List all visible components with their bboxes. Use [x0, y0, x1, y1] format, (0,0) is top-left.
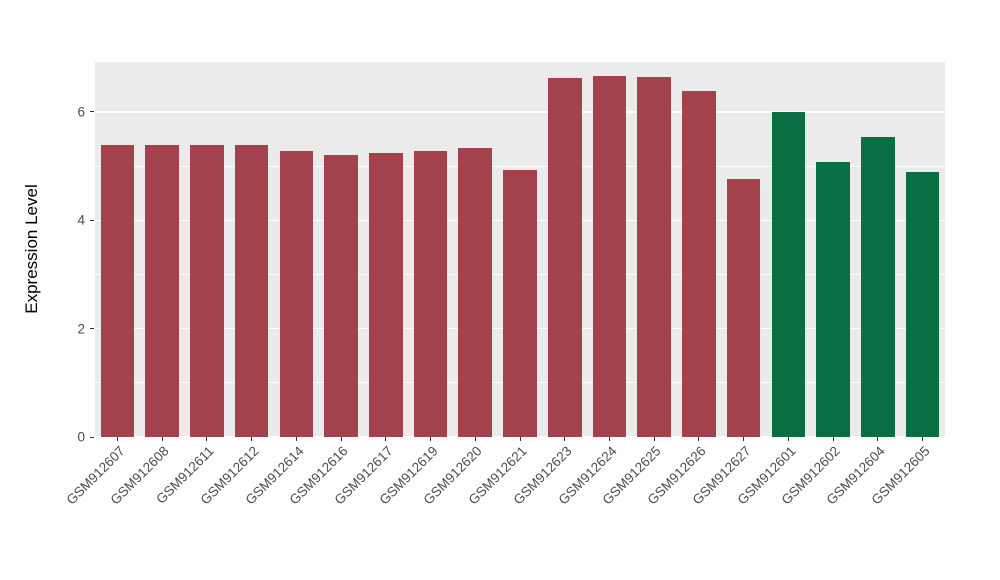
bar — [100, 144, 135, 437]
plot-panel — [95, 62, 945, 438]
y-tick-mark — [90, 436, 94, 438]
bar — [324, 154, 358, 437]
bar — [145, 144, 179, 437]
bar — [861, 136, 895, 437]
y-tick-label: 4 — [77, 212, 85, 228]
bar — [369, 153, 403, 437]
y-axis-title: Expression Level — [22, 184, 41, 314]
x-tick-mark — [608, 437, 610, 441]
bar — [726, 179, 761, 437]
x-tick-mark — [653, 437, 655, 441]
y-tick-mark — [90, 111, 94, 113]
bar — [547, 77, 582, 437]
y-tick-label: 6 — [77, 104, 85, 120]
bar — [682, 91, 716, 437]
bar — [458, 148, 493, 437]
gridline-major — [95, 111, 945, 113]
x-tick-mark — [295, 437, 297, 441]
y-tick-label: 2 — [77, 320, 85, 336]
bar — [503, 169, 537, 437]
x-tick-mark — [116, 437, 118, 441]
x-tick-mark — [832, 437, 834, 441]
y-tick-label: 0 — [77, 429, 85, 445]
bar — [190, 145, 224, 437]
x-tick-mark — [564, 437, 566, 441]
x-tick-mark — [430, 437, 432, 441]
gridline-minor — [95, 165, 945, 167]
bar — [279, 150, 314, 437]
x-tick-mark — [787, 437, 789, 441]
x-tick-mark — [340, 437, 342, 441]
x-tick-mark — [474, 437, 476, 441]
bar — [234, 145, 269, 437]
x-tick-mark — [206, 437, 208, 441]
bar — [816, 162, 850, 437]
y-tick-mark — [90, 219, 94, 221]
x-tick-mark — [698, 437, 700, 441]
y-tick-mark — [90, 328, 94, 330]
bar — [905, 172, 940, 437]
x-tick-mark — [922, 437, 924, 441]
bar — [413, 150, 448, 437]
x-tick-mark — [251, 437, 253, 441]
x-tick-mark — [743, 437, 745, 441]
bar — [771, 111, 806, 437]
bar — [637, 76, 671, 437]
bar — [592, 75, 627, 437]
x-tick-mark — [519, 437, 521, 441]
x-tick-mark — [385, 437, 387, 441]
x-tick-mark — [877, 437, 879, 441]
x-tick-mark — [161, 437, 163, 441]
